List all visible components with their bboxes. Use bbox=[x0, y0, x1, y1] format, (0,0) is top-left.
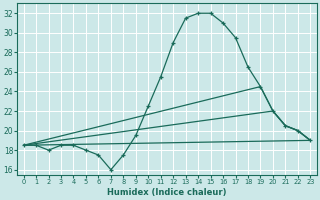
X-axis label: Humidex (Indice chaleur): Humidex (Indice chaleur) bbox=[107, 188, 227, 197]
